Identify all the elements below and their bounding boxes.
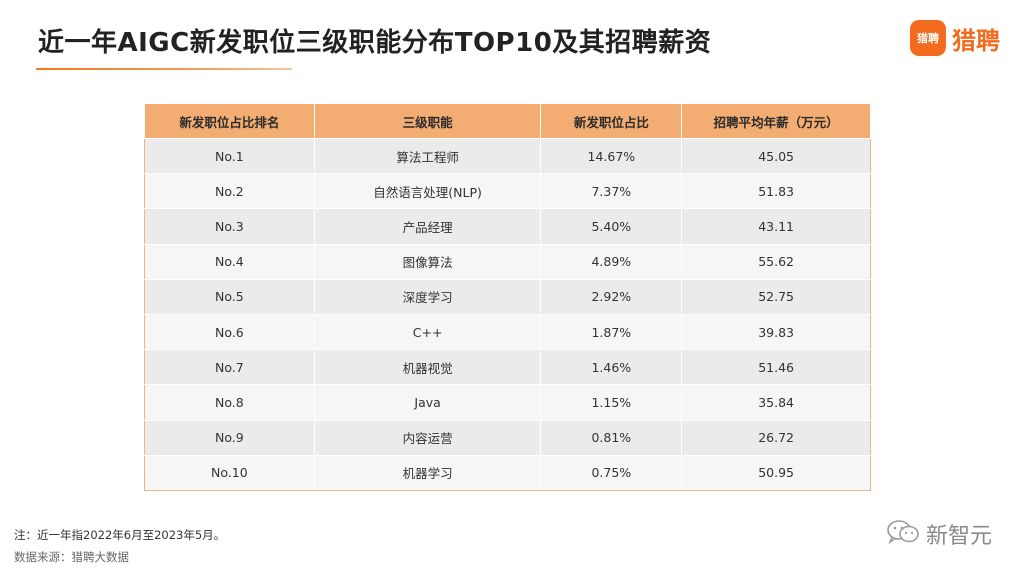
cell-salary: 51.46: [681, 349, 871, 386]
cell-function: 产品经理: [314, 208, 542, 245]
cell-share: 1.46%: [540, 349, 683, 386]
header-salary: 招聘平均年薪（万元）: [681, 103, 871, 139]
header-rank: 新发职位占比排名: [144, 103, 315, 139]
liepin-logo-text: 猎聘: [952, 26, 1000, 55]
cell-rank: No.5: [144, 279, 315, 315]
cell-share: 0.81%: [540, 420, 683, 456]
cell-rank: No.4: [144, 244, 315, 280]
cell-rank: No.3: [144, 208, 315, 245]
table-header-row: 新发职位占比排名 三级职能 新发职位占比 招聘平均年薪（万元）: [144, 103, 871, 139]
wechat-icon: [886, 519, 920, 549]
cell-function: 图像算法: [314, 244, 542, 280]
cell-rank: No.10: [144, 455, 315, 491]
cell-rank: No.8: [144, 384, 315, 421]
cell-share: 4.89%: [540, 244, 683, 280]
cell-rank: No.6: [144, 314, 315, 351]
cell-salary: 50.95: [681, 455, 871, 491]
cell-rank: No.7: [144, 349, 315, 386]
cell-salary: 51.83: [681, 173, 871, 210]
table-row: No.8 Java 1.15% 35.84: [144, 384, 871, 421]
table-row: No.7 机器视觉 1.46% 51.46: [144, 349, 871, 386]
cell-function: 深度学习: [314, 279, 542, 315]
header-share: 新发职位占比: [540, 103, 683, 139]
cell-function: Java: [314, 384, 542, 421]
cell-rank: No.1: [144, 138, 315, 175]
page-title: 近一年AIGC新发职位三级职能分布TOP10及其招聘薪资: [38, 28, 712, 58]
data-source: 数据来源：猎聘大数据: [14, 550, 129, 564]
cell-function: 机器视觉: [314, 349, 542, 386]
cell-rank: No.2: [144, 173, 315, 210]
cell-function: C++: [314, 314, 542, 351]
cell-salary: 26.72: [681, 420, 871, 456]
cell-salary: 39.83: [681, 314, 871, 351]
cell-share: 1.15%: [540, 384, 683, 421]
table-body: No.1 算法工程师 14.67% 45.05 No.2 自然语言处理(NLP) 7.37%…: [144, 138, 871, 491]
table-row: No.2 自然语言处理(NLP) 7.37% 51.83: [144, 173, 871, 210]
cell-salary: 43.11: [681, 208, 871, 245]
cell-share: 2.92%: [540, 279, 683, 315]
ranking-table-container: 新发职位占比排名 三级职能 新发职位占比 招聘平均年薪（万元） No.1 算法工程…: [144, 103, 871, 491]
table-row: No.6 C++ 1.87% 39.83: [144, 314, 871, 351]
table-row: No.1 算法工程师 14.67% 45.05: [144, 138, 871, 175]
cell-share: 0.75%: [540, 455, 683, 491]
liepin-logo: 猎聘 猎聘: [910, 20, 1000, 56]
title-underline: [36, 68, 292, 70]
cell-share: 14.67%: [540, 138, 683, 175]
cell-share: 7.37%: [540, 173, 683, 210]
watermark-text: 新智元: [925, 524, 992, 549]
watermark: 新智元: [886, 518, 992, 550]
ranking-table: 新发职位占比排名 三级职能 新发职位占比 招聘平均年薪（万元） No.1 算法工程…: [144, 103, 871, 491]
table-row: No.9 内容运营 0.81% 26.72: [144, 420, 871, 456]
cell-function: 机器学习: [314, 455, 542, 491]
table-row: No.10 机器学习 0.75% 50.95: [144, 455, 871, 491]
table-row: No.3 产品经理 5.40% 43.11: [144, 208, 871, 245]
cell-share: 5.40%: [540, 208, 683, 245]
header-function: 三级职能: [313, 103, 542, 139]
table-row: No.5 深度学习 2.92% 52.75: [144, 279, 871, 315]
cell-share: 1.87%: [540, 314, 683, 351]
table-row: No.4 图像算法 4.89% 55.62: [144, 244, 871, 280]
cell-function: 内容运营: [314, 420, 542, 456]
cell-salary: 52.75: [681, 279, 871, 315]
cell-salary: 45.05: [681, 138, 871, 175]
cell-function: 自然语言处理(NLP): [314, 173, 542, 210]
cell-salary: 55.62: [681, 244, 871, 280]
liepin-logo-icon: 猎聘: [910, 20, 946, 56]
cell-salary: 35.84: [681, 384, 871, 421]
cell-rank: No.9: [144, 420, 315, 456]
footnote: 注：近一年指2022年6月至2023年5月。: [14, 528, 226, 542]
cell-function: 算法工程师: [314, 138, 542, 175]
